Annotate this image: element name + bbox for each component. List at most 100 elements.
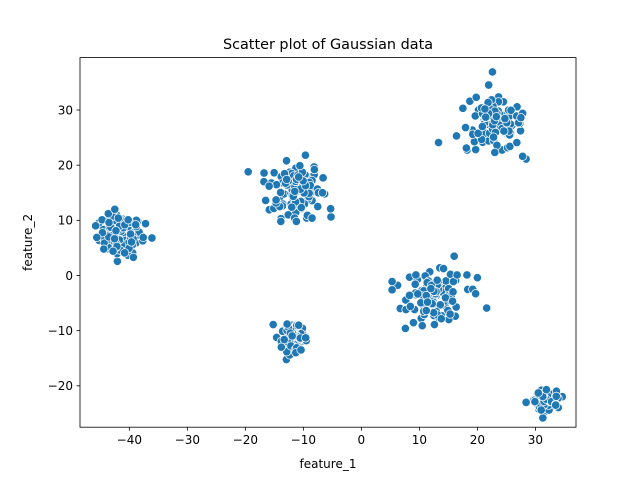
data-point: [521, 397, 531, 407]
data-point: [104, 217, 114, 228]
data-point: [276, 187, 286, 197]
data-point: [477, 121, 487, 132]
data-point: [140, 219, 151, 229]
data-point: [404, 290, 415, 300]
data-point: [92, 232, 102, 243]
data-point: [112, 256, 122, 266]
data-point: [530, 397, 540, 407]
data-point: [243, 167, 253, 177]
data-point: [290, 186, 300, 196]
data-point: [138, 232, 148, 243]
data-point: [413, 289, 423, 299]
data-point: [126, 237, 137, 247]
data-point: [480, 104, 490, 114]
data-point: [301, 333, 311, 343]
data-point: [271, 180, 282, 190]
data-point: [472, 273, 482, 283]
data-point: [499, 126, 509, 136]
y-tick-label: 30: [58, 103, 73, 117]
data-point: [287, 331, 297, 341]
data-point: [282, 174, 292, 184]
data-point: [417, 321, 427, 331]
data-point: [449, 251, 459, 261]
data-point: [276, 342, 286, 352]
data-point: [462, 270, 472, 280]
data-point: [460, 122, 471, 133]
x-tick-label: 30: [528, 433, 543, 447]
data-point: [300, 150, 311, 160]
data-point: [429, 308, 439, 318]
data-point: [326, 204, 336, 214]
data-point: [108, 246, 118, 256]
x-tick-label: −40: [117, 433, 142, 447]
data-point: [481, 112, 491, 122]
data-point: [405, 301, 415, 311]
data-point: [484, 80, 494, 90]
data-point: [279, 335, 289, 345]
data-point: [291, 216, 301, 227]
data-point: [99, 244, 109, 254]
data-point: [473, 128, 483, 138]
data-point: [436, 314, 446, 324]
data-point: [482, 303, 492, 313]
data-point: [458, 103, 468, 113]
data-point: [471, 144, 481, 155]
data-point: [264, 181, 274, 191]
y-tick-label: 20: [58, 158, 73, 172]
data-point: [506, 105, 516, 115]
data-point: [91, 221, 101, 231]
data-point: [408, 318, 419, 328]
data-point: [487, 67, 498, 77]
data-point: [296, 345, 306, 355]
data-point: [421, 305, 431, 316]
data-point: [429, 320, 440, 330]
data-point: [128, 252, 138, 262]
data-point: [295, 161, 305, 171]
y-tick-label: 0: [65, 269, 73, 283]
data-point: [438, 264, 449, 274]
data-point: [110, 204, 120, 214]
data-point: [505, 141, 515, 151]
data-point: [131, 220, 141, 230]
data-point: [123, 215, 133, 225]
data-point: [516, 113, 526, 123]
data-point: [296, 202, 306, 213]
data-point: [432, 275, 442, 285]
data-point: [518, 151, 528, 161]
data-point: [551, 391, 561, 401]
data-point: [271, 195, 281, 205]
data-point: [533, 388, 543, 398]
plot-frame: [79, 57, 577, 428]
data-point: [551, 400, 561, 410]
y-tick-label: −20: [48, 379, 73, 393]
data-point: [426, 284, 436, 294]
data-point: [541, 385, 551, 395]
data-point: [317, 188, 328, 198]
data-point: [387, 285, 397, 295]
y-tick-label: −10: [48, 324, 73, 338]
data-point: [326, 212, 336, 222]
data-point: [411, 270, 421, 280]
data-point: [281, 156, 292, 166]
data-point: [451, 131, 462, 141]
data-point: [111, 226, 121, 236]
data-point: [294, 172, 304, 182]
data-point: [103, 209, 113, 219]
data-point: [512, 137, 522, 148]
data-point: [490, 147, 500, 158]
data-points: [91, 67, 567, 423]
data-point: [269, 168, 279, 178]
y-axis-label: feature_2: [21, 214, 35, 271]
data-point: [307, 213, 317, 223]
data-point: [410, 279, 420, 289]
x-tick-label: −30: [175, 433, 200, 447]
data-point: [488, 132, 499, 142]
data-point: [536, 405, 546, 415]
data-point: [147, 233, 157, 243]
data-point: [113, 213, 123, 223]
data-point: [538, 413, 548, 423]
data-point: [276, 216, 286, 226]
data-point: [261, 195, 271, 206]
data-point: [461, 143, 471, 153]
